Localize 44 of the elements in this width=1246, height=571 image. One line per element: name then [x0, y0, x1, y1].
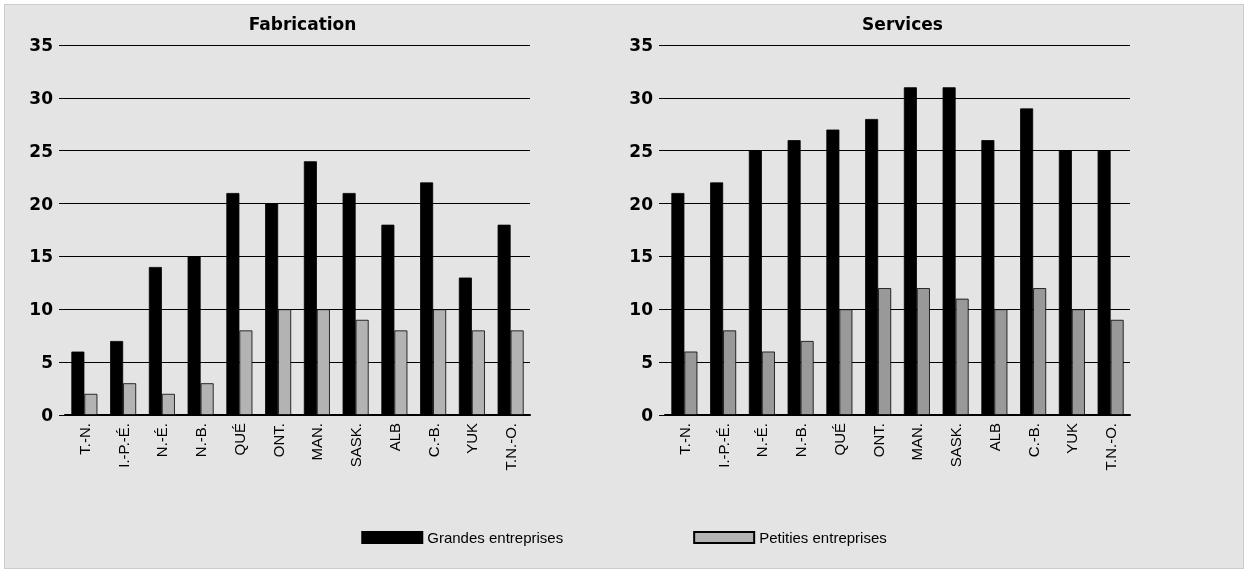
- x-tick-label: MAN.: [308, 423, 326, 461]
- x-tick-label: YUK: [1063, 423, 1081, 454]
- y-tick-label: 5: [641, 352, 653, 373]
- chart-title: Fabrication: [248, 13, 357, 34]
- x-tick-label: ALB: [385, 423, 403, 452]
- y-tick-label: 15: [629, 246, 653, 267]
- y-tick-label: 30: [629, 87, 654, 108]
- x-tick-label: I.-P.-É.: [714, 423, 732, 468]
- x-tick-label: YUK: [463, 423, 481, 454]
- x-tick-label: ONT.: [869, 423, 887, 458]
- y-tick-label: 25: [29, 140, 53, 161]
- y-tick-label: 35: [29, 35, 53, 55]
- x-tick-label: T.-N.: [75, 423, 93, 455]
- y-tick-label: 25: [629, 140, 653, 161]
- y-tick-label: 10: [29, 299, 54, 320]
- y-tick-label: 35: [629, 35, 653, 55]
- y-tick-label: 0: [41, 405, 54, 425]
- x-tick-label: ALB: [985, 423, 1003, 452]
- x-tick-label: MAN.: [908, 423, 926, 461]
- x-tick-label: C.-B.: [424, 423, 442, 458]
- y-tick-label: 20: [29, 193, 54, 214]
- y-tick-label: 20: [629, 193, 654, 214]
- legend-label: Grandes entreprises: [427, 529, 564, 546]
- y-tick-label: 0: [641, 405, 654, 425]
- x-tick-label: N.-B.: [792, 423, 810, 458]
- x-tick-label: QUÉ: [230, 423, 248, 456]
- x-tick-label: QUÉ: [830, 423, 848, 456]
- x-tick-label: T.N.-O.: [502, 423, 520, 471]
- chart-title: Services: [862, 13, 943, 34]
- x-tick-label: I.-P.-É.: [114, 423, 132, 468]
- y-tick-label: 15: [29, 246, 53, 267]
- x-tick-label: N.-É.: [153, 423, 171, 458]
- x-tick-label: C.-B.: [1024, 423, 1042, 458]
- legend-label: Petities entreprises: [759, 529, 887, 546]
- y-tick-label: 5: [41, 352, 53, 373]
- y-tick-label: 10: [629, 299, 654, 320]
- y-tick-label: 30: [29, 87, 54, 108]
- x-tick-label: T.-N.: [675, 423, 693, 455]
- x-tick-label: SASK.: [347, 423, 365, 468]
- x-tick-label: N.-B.: [192, 423, 210, 458]
- x-tick-label: ONT.: [269, 423, 287, 458]
- x-tick-label: T.N.-O.: [1102, 423, 1120, 471]
- x-tick-label: SASK.: [947, 423, 965, 468]
- x-tick-label: N.-É.: [753, 423, 771, 458]
